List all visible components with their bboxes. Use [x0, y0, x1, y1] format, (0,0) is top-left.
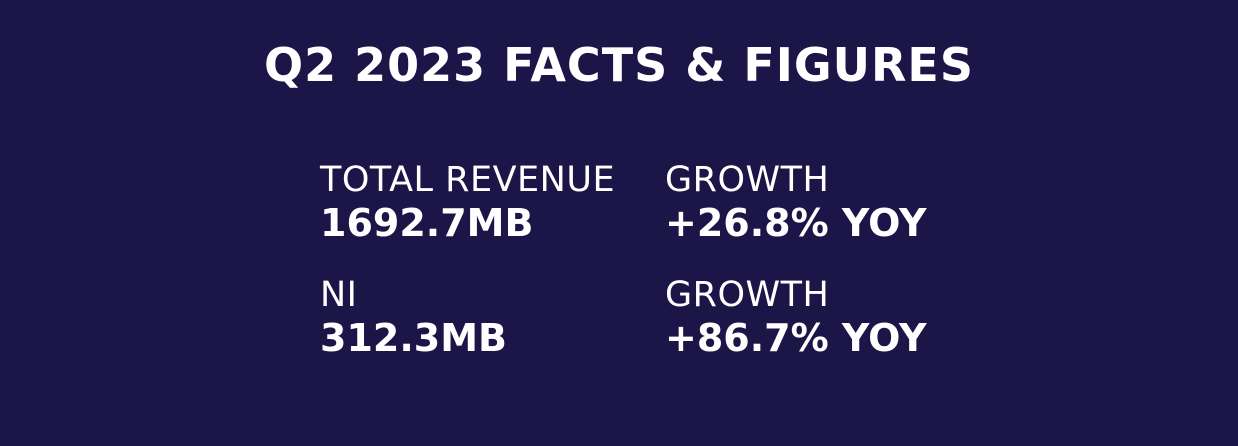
growth-label: GROWTH: [665, 275, 830, 315]
fact: GROWTH +26.8% YOY: [665, 160, 927, 246]
fact-value: 312.3MB: [320, 316, 507, 360]
fact: GROWTH +86.7% YOY: [665, 275, 927, 361]
fact-label: NI: [320, 275, 358, 315]
fact-value: 1692.7MB: [320, 201, 534, 245]
title: Q2 2023 FACTS & FIGURES: [264, 38, 974, 92]
growth-value: +26.8% YOY: [665, 201, 927, 245]
growth-label: GROWTH: [665, 160, 830, 200]
fact-label: TOTAL REVENUE: [320, 160, 616, 200]
growth-value: +86.7% YOY: [665, 316, 927, 360]
fact: NI 312.3MB: [320, 275, 507, 361]
fact: TOTAL REVENUE 1692.7MB: [320, 160, 615, 246]
